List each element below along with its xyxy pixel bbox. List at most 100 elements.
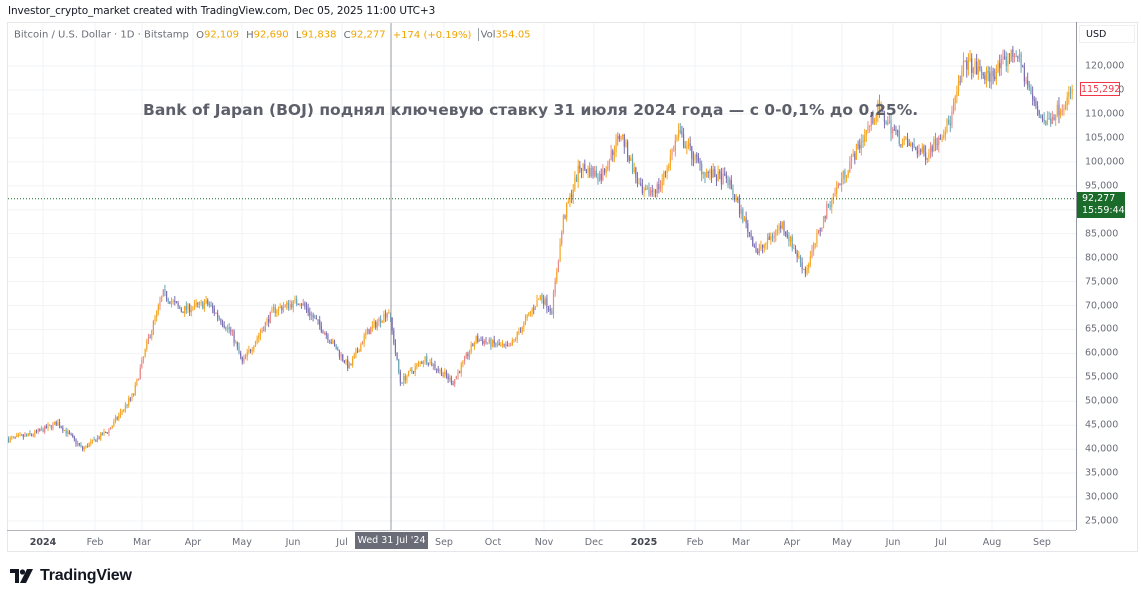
- candle-body: [839, 183, 841, 185]
- candle-body: [869, 126, 871, 128]
- candle-body: [478, 339, 480, 342]
- candle-body: [426, 356, 428, 364]
- candle-body: [865, 130, 867, 136]
- candle-body: [952, 103, 955, 112]
- candle-body: [974, 61, 976, 69]
- candle-body: [254, 342, 257, 347]
- candle-body: [393, 330, 395, 344]
- candle-body: [268, 319, 270, 323]
- candle-body: [261, 330, 263, 333]
- candle-body: [45, 426, 47, 429]
- candle-body: [37, 429, 39, 432]
- candle-body: [305, 306, 308, 309]
- candle-body: [141, 359, 143, 368]
- candle-body: [52, 423, 54, 429]
- candle-body: [277, 307, 280, 311]
- candle-body: [294, 298, 296, 301]
- price-tick-label: 60,000: [1085, 347, 1119, 359]
- candle-body: [883, 111, 886, 122]
- price-axis[interactable]: [1076, 22, 1139, 530]
- chart-annotation-text[interactable]: Bank of Japan (BOJ) поднял ключевую став…: [143, 101, 919, 119]
- candle-body: [450, 377, 453, 384]
- candle-body: [653, 190, 655, 192]
- candle-body: [813, 243, 815, 251]
- candle-body: [734, 195, 736, 200]
- candle-body: [310, 314, 313, 316]
- currency-label[interactable]: USD: [1079, 25, 1135, 43]
- time-tick-label: Nov: [534, 537, 554, 548]
- candle-body: [109, 428, 112, 430]
- candle-body: [274, 307, 276, 314]
- candle-body: [569, 194, 571, 202]
- candle-body: [626, 141, 629, 158]
- candle-body: [663, 172, 665, 181]
- candle-body: [1000, 59, 1002, 69]
- candle-body: [240, 353, 242, 357]
- candle-body: [210, 305, 212, 307]
- candle-body: [524, 318, 527, 322]
- candle-body: [348, 364, 350, 369]
- candle-body: [358, 351, 360, 353]
- candle-body: [151, 330, 153, 338]
- time-tick-label: 2025: [630, 537, 658, 548]
- candle-body: [862, 140, 864, 142]
- candle-body: [1053, 117, 1055, 120]
- candle-body: [908, 142, 910, 146]
- candle-body: [694, 154, 696, 160]
- candle-body: [793, 248, 795, 250]
- price-tick-label: 40,000: [1085, 443, 1119, 455]
- candle-body: [918, 150, 920, 154]
- candle-body: [299, 304, 301, 306]
- candle-body: [837, 183, 839, 188]
- candle-body: [309, 312, 311, 316]
- candle-body: [72, 434, 74, 437]
- candle-body: [671, 150, 673, 156]
- time-axis[interactable]: [7, 530, 1076, 553]
- symbol-legend: Bitcoin / U.S. Dollar · 1D · Bitstamp O9…: [14, 28, 531, 41]
- candle-body: [49, 425, 51, 427]
- candle-body: [55, 422, 57, 426]
- chart-pane[interactable]: [7, 22, 1138, 552]
- candle-body: [435, 368, 438, 370]
- candle-body: [811, 250, 813, 257]
- candle-body: [503, 344, 505, 346]
- candle-body: [75, 439, 77, 444]
- candle-body: [934, 138, 937, 145]
- price-tick-label: 70,000: [1085, 300, 1119, 311]
- candle-body: [753, 246, 755, 248]
- candle-body: [427, 363, 429, 365]
- candle-body: [696, 154, 698, 157]
- candle-body: [356, 350, 359, 352]
- candle-body: [857, 144, 859, 146]
- candle-body: [638, 183, 640, 185]
- candle-body: [144, 349, 146, 357]
- candle-body: [24, 434, 26, 437]
- tradingview-logo[interactable]: TradingView: [10, 567, 132, 585]
- candle-body: [500, 344, 502, 346]
- candle-body: [1055, 114, 1057, 120]
- candle-body: [470, 344, 472, 353]
- candle-body: [673, 150, 675, 152]
- time-tick-label: Feb: [686, 537, 704, 548]
- candle-body: [906, 137, 909, 143]
- candle-body: [926, 157, 928, 160]
- candle-body: [137, 378, 140, 380]
- candle-body: [989, 72, 991, 82]
- candle-body: [269, 311, 271, 323]
- candle-body: [1008, 60, 1011, 62]
- candle-body: [157, 305, 159, 311]
- symbol-name[interactable]: Bitcoin / U.S. Dollar · 1D · Bitstamp: [14, 29, 189, 41]
- candle-body: [944, 131, 946, 136]
- time-tick-label: Mar: [133, 537, 151, 548]
- candle-body: [460, 364, 462, 373]
- candle-body: [432, 364, 434, 367]
- candle-body: [900, 144, 902, 146]
- candle-body: [121, 411, 123, 413]
- candle-body: [834, 193, 836, 195]
- candle-body: [1002, 56, 1004, 60]
- candle-body: [263, 330, 265, 332]
- candle-body: [1005, 56, 1007, 67]
- candle-body: [872, 115, 874, 124]
- candle-body: [516, 332, 518, 339]
